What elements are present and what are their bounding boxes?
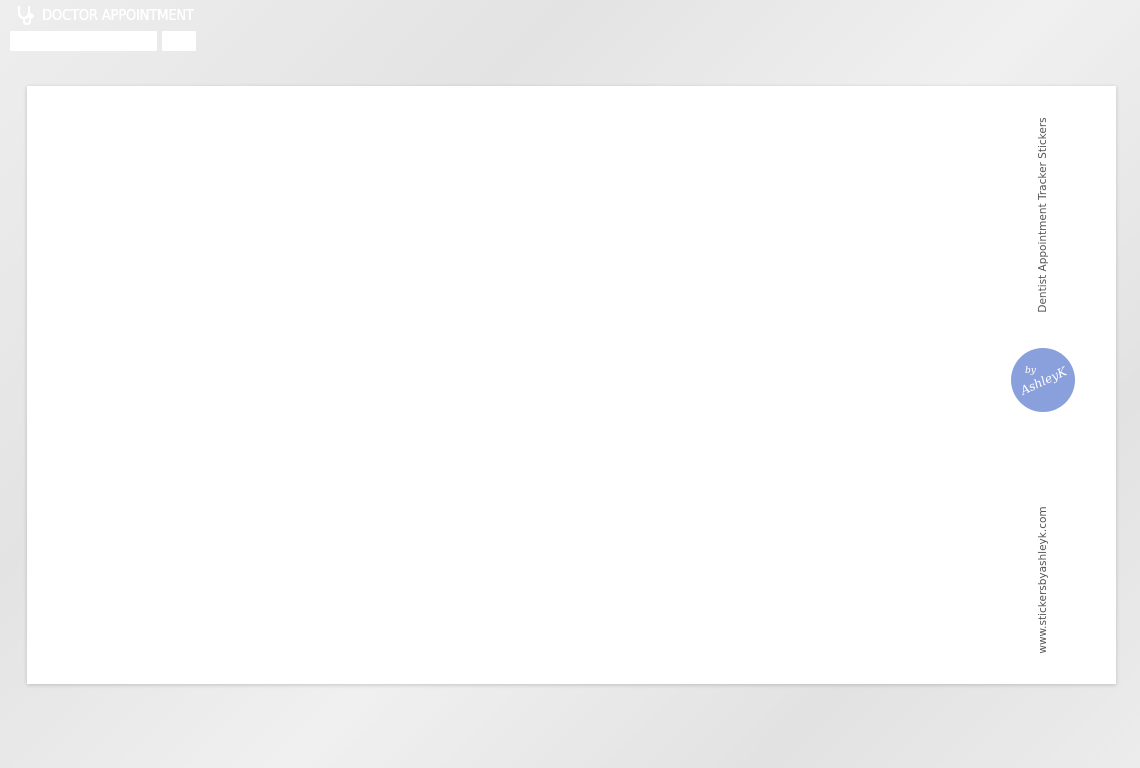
sticker-label: DOCTOR APPOINTMENT (42, 6, 194, 24)
write-box (10, 31, 157, 51)
sticker-label: DOCTOR APPOINTMENT (42, 6, 194, 24)
sticker-label: DOCTOR APPOINTMENT (42, 6, 194, 24)
sticker-label: DOCTOR APPOINTMENT (42, 6, 194, 24)
sticker-label: DOCTOR APPOINTMENT (42, 6, 194, 24)
sticker-label: DOCTOR APPOINTMENT (42, 6, 194, 24)
sticker-label: DOCTOR APPOINTMENT (42, 6, 194, 24)
sticker-label: DOCTOR APPOINTMENT (42, 6, 194, 24)
sticker-label: DOCTOR APPOINTMENT (42, 6, 194, 24)
sticker-label: DOCTOR APPOINTMENT (42, 6, 194, 24)
write-box-small (162, 31, 196, 51)
sticker-label: DOCTOR APPOINTMENT (42, 6, 194, 24)
sticker-label: DOCTOR APPOINTMENT (42, 6, 194, 24)
website: www.stickersbyashleyk.com (1037, 506, 1049, 654)
sticker-label: DOCTOR APPOINTMENT (42, 6, 194, 24)
sticker-label: DOCTOR APPOINTMENT (42, 6, 194, 24)
sticker-label: DOCTOR APPOINTMENT (42, 6, 194, 24)
sticker-label: DOCTOR APPOINTMENT (42, 6, 194, 24)
sticker-label: DOCTOR APPOINTMENT (42, 6, 194, 24)
sticker-label: DOCTOR APPOINTMENT (42, 6, 194, 24)
sticker-label: DOCTOR APPOINTMENT (42, 6, 194, 24)
sticker-label: DOCTOR APPOINTMENT (42, 6, 194, 24)
sticker-label: DOCTOR APPOINTMENT (42, 6, 194, 24)
logo-by: by (1025, 366, 1036, 376)
logo: by AshleyK (1011, 348, 1075, 412)
sticker-label: DOCTOR APPOINTMENT (42, 6, 194, 24)
sticker-sheet (27, 86, 1116, 684)
sticker-label: DOCTOR APPOINTMENT (42, 6, 194, 24)
sticker-label: DOCTOR APPOINTMENT (42, 6, 194, 24)
product-name: Dentist Appointment Tracker Stickers (1037, 117, 1049, 313)
sticker-label: DOCTOR APPOINTMENT (42, 6, 194, 24)
sticker-label: DOCTOR APPOINTMENT (42, 6, 194, 24)
sticker-label: DOCTOR APPOINTMENT (42, 6, 194, 24)
sticker-label: DOCTOR APPOINTMENT (42, 6, 194, 24)
sticker-label: DOCTOR APPOINTMENT (42, 6, 194, 24)
sticker-label: DOCTOR APPOINTMENT (42, 6, 194, 24)
stethoscope-icon (18, 6, 34, 25)
sticker-label: DOCTOR APPOINTMENT (42, 6, 194, 24)
sticker-label: DOCTOR APPOINTMENT (42, 6, 194, 24)
